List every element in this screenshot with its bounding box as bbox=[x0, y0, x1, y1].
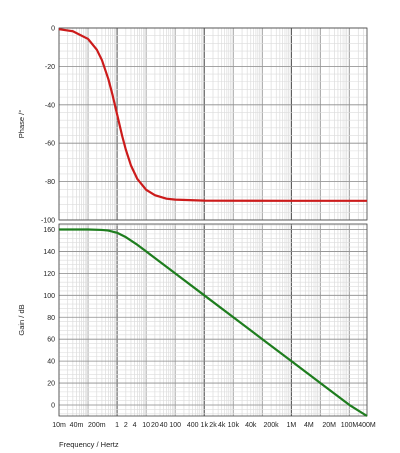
y-tick-label: -40 bbox=[45, 102, 55, 109]
x-tick-label: 100 bbox=[169, 422, 181, 429]
y-tick-label: -80 bbox=[45, 179, 55, 186]
x-tick-label: 400M bbox=[358, 422, 376, 429]
x-tick-label: 40m bbox=[70, 422, 84, 429]
y-tick-label: 120 bbox=[43, 271, 55, 278]
x-tick-label: 20 bbox=[151, 422, 159, 429]
x-tick-label: 20M bbox=[322, 422, 336, 429]
y-tick-label: 140 bbox=[43, 249, 55, 256]
plot-frame bbox=[58, 27, 368, 221]
y-axis-title: Gain / dB bbox=[17, 304, 26, 335]
x-tick-label: 100M bbox=[341, 422, 359, 429]
x-tick-label: 1k bbox=[201, 422, 209, 429]
y-tick-label: -20 bbox=[45, 64, 55, 71]
x-axis-title: Frequency / Hertz bbox=[59, 440, 119, 449]
x-tick-label: 10m bbox=[52, 422, 66, 429]
x-tick-label: 200m bbox=[88, 422, 106, 429]
x-tick-label: 4 bbox=[133, 422, 137, 429]
x-tick-label: 10k bbox=[228, 422, 240, 429]
x-tick-label: 4M bbox=[304, 422, 314, 429]
x-tick-label: 2 bbox=[124, 422, 128, 429]
series-line bbox=[59, 228, 368, 417]
y-tick-label: 100 bbox=[43, 293, 55, 300]
plot-frame bbox=[58, 223, 368, 417]
x-tick-label: 4k bbox=[218, 422, 226, 429]
y-tick-label: 0 bbox=[51, 403, 55, 410]
y-axis-title: Phase /° bbox=[17, 110, 26, 138]
y-tick-label: 20 bbox=[47, 381, 55, 388]
y-tick-label: 0 bbox=[51, 26, 55, 33]
y-tick-label: 60 bbox=[47, 337, 55, 344]
x-tick-label: 1 bbox=[115, 422, 119, 429]
x-tick-label: 200k bbox=[264, 422, 280, 429]
y-tick-label: 80 bbox=[47, 315, 55, 322]
x-tick-label: 40k bbox=[245, 422, 257, 429]
x-tick-label: 1M bbox=[287, 422, 297, 429]
phase-panel: 0 -20 -40 -60 -80 -100 Phase /° bbox=[17, 26, 368, 225]
y-tick-label: -100 bbox=[41, 218, 55, 225]
x-tick-label: 400 bbox=[187, 422, 199, 429]
y-tick-label: 40 bbox=[47, 359, 55, 366]
series-line bbox=[58, 28, 367, 202]
x-tick-label: 2k bbox=[209, 422, 217, 429]
x-tick-label: 40 bbox=[160, 422, 168, 429]
y-tick-label: -60 bbox=[45, 141, 55, 148]
x-tick-label: 10 bbox=[142, 422, 150, 429]
y-tick-label: 160 bbox=[43, 227, 55, 234]
